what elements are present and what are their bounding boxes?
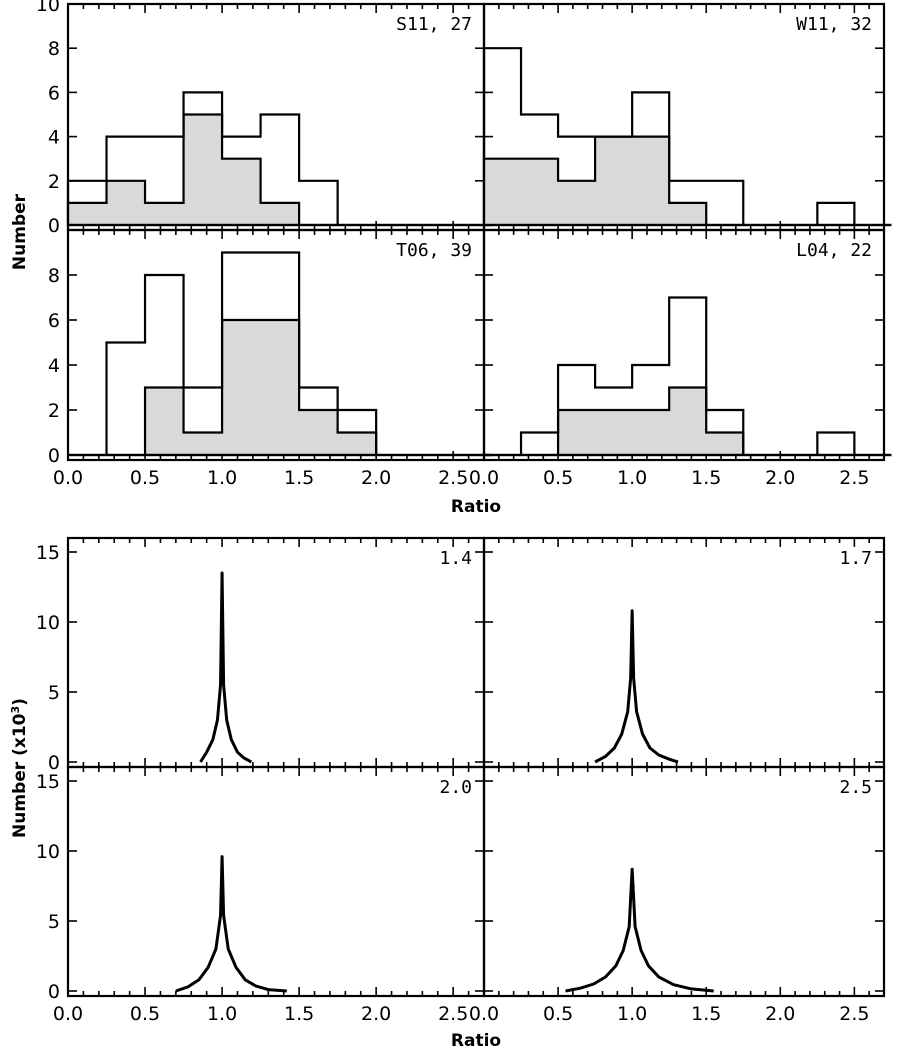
sim-panel-2-label: 2.0: [439, 777, 472, 798]
sim-panel-2-ytick-label: 15: [36, 771, 60, 793]
hist-panel-3-label: L04, 22: [796, 240, 872, 261]
hist-panel-1-total-bars: [482, 47, 892, 227]
sim-ylabel: Number (x103): [9, 698, 31, 838]
hist-panel-0-total-bars: [66, 91, 492, 227]
sim-panel-3-xtick-label: 1.5: [691, 1003, 721, 1025]
sim-panel-0-distribution-line: [199, 571, 253, 764]
sim-panel-3-xtick-label: 2.5: [839, 1003, 869, 1025]
sim-panel-0-frame: [66, 536, 486, 769]
hist-panel-2-bin: [107, 343, 146, 456]
sim-ylabel-main: Number (x10: [10, 713, 30, 838]
sim-panel-3-distribution-line: [565, 867, 714, 993]
hist-panel-3-bin: [817, 433, 854, 456]
hist-panel-1-bin: [817, 203, 854, 225]
hist-panel-2-xtick-label: 0.5: [130, 467, 160, 489]
hist-panel-3-xtick-label: 2.5: [839, 467, 869, 489]
sim-panel-0-ytick-label: 0: [48, 752, 60, 774]
hist-panel-2-label: T06, 39: [396, 240, 472, 261]
hist-panel-2-xtick-label: 1.0: [207, 467, 237, 489]
hist-panel-3-xtick-label: 0.0: [469, 467, 499, 489]
sim-panel-3-xtick-label: 1.0: [617, 1003, 647, 1025]
hist-panel-2-xtick-label: 0.0: [53, 467, 83, 489]
hist-panel-2-total-bars: [68, 251, 492, 457]
hist-panel-3-bin: [521, 433, 558, 456]
hist-panel-2-ytick-label: 6: [48, 310, 60, 332]
sim-panel-2-xtick-label: 2.5: [438, 1003, 468, 1025]
sim-panel-3-xtick-label: 0.5: [543, 1003, 573, 1025]
sim-panel-0-ytick-label: 5: [48, 682, 60, 704]
hist-panel-0-subset-bars: [66, 113, 492, 227]
sim-panel-3-xtick-label: 2.0: [765, 1003, 795, 1025]
hist-panel-0-ytick-label: 4: [48, 127, 60, 149]
hist-panel-2-xtick-label: 1.5: [284, 467, 314, 489]
sim-panel-0-ytick-label: 10: [36, 612, 60, 634]
hist-panel-3-xtick-label: 0.5: [543, 467, 573, 489]
sim-panel-3-label: 2.5: [839, 777, 872, 798]
hist-panel-0-ytick-label: 0: [48, 215, 60, 237]
hist-panel-2-ytick-label: 0: [48, 445, 60, 467]
sim-panel-1-distribution-line: [594, 609, 679, 764]
sim-panel-2-distribution-line: [175, 855, 287, 993]
hist-panel-2-xtick-label: 2.0: [361, 467, 391, 489]
sim-panel-2-xtick-label: 2.0: [361, 1003, 391, 1025]
sim-panel-1-frame: [482, 536, 886, 769]
sim-panel-3-frame: [482, 765, 886, 998]
hist-panel-0-ytick-label: 10: [36, 0, 60, 16]
hist-panel-0-ytick-label: 8: [48, 38, 60, 60]
hist-panel-0-bin: [299, 181, 338, 225]
hist-panel-2-subset-bars: [68, 318, 492, 457]
hist-panel-2-ytick-label: 4: [48, 355, 60, 377]
hist-panel-3-total-bars: [484, 296, 892, 457]
hist-panel-0-ytick-label: 6: [48, 82, 60, 104]
hist-panel-3-xtick-label: 1.0: [617, 467, 647, 489]
sim-panel-2-xtick-label: 1.5: [284, 1003, 314, 1025]
sim-panel-2-ytick-label: 10: [36, 841, 60, 863]
hist-xlabel: Ratio: [451, 497, 501, 517]
sim-panel-2-ytick-label: 5: [48, 911, 60, 933]
hist-panel-2-xtick-label: 2.5: [438, 467, 468, 489]
hist-panel-3-frame: [482, 228, 886, 462]
sim-xlabel: Ratio: [451, 1031, 501, 1051]
hist-panel-1-bin: [706, 181, 743, 225]
sim-panel-0-ytick-label: 15: [36, 542, 60, 564]
hist-panel-3-xtick-label: 2.0: [765, 467, 795, 489]
sim-panel-2-xtick-label: 0.5: [130, 1003, 160, 1025]
sim-panel-0-label: 1.4: [439, 548, 472, 569]
sim-panel-3-xtick-label: 0.0: [469, 1003, 499, 1025]
sim-panel-1-label: 1.7: [839, 548, 872, 569]
sim-panel-2-ytick-label: 0: [48, 981, 60, 1003]
hist-panel-0-label: S11, 27: [396, 14, 472, 35]
hist-ylabel: Number: [10, 193, 30, 270]
sim-panel-2-xtick-label: 0.0: [53, 1003, 83, 1025]
sim-panel-2-frame: [66, 765, 486, 998]
hist-panel-3-xtick-label: 1.5: [691, 467, 721, 489]
sim-ylabel-sup: 3: [9, 706, 22, 714]
hist-panel-2-ytick-label: 2: [48, 400, 60, 422]
hist-panel-1-label: W11, 32: [796, 14, 872, 35]
hist-panel-3-subset-bars: [484, 386, 892, 457]
hist-panel-0-ytick-label: 2: [48, 171, 60, 193]
sim-ylabel-close: ): [10, 698, 30, 706]
hist-panel-2-ytick-label: 8: [48, 265, 60, 287]
sim-panel-2-xtick-label: 1.0: [207, 1003, 237, 1025]
